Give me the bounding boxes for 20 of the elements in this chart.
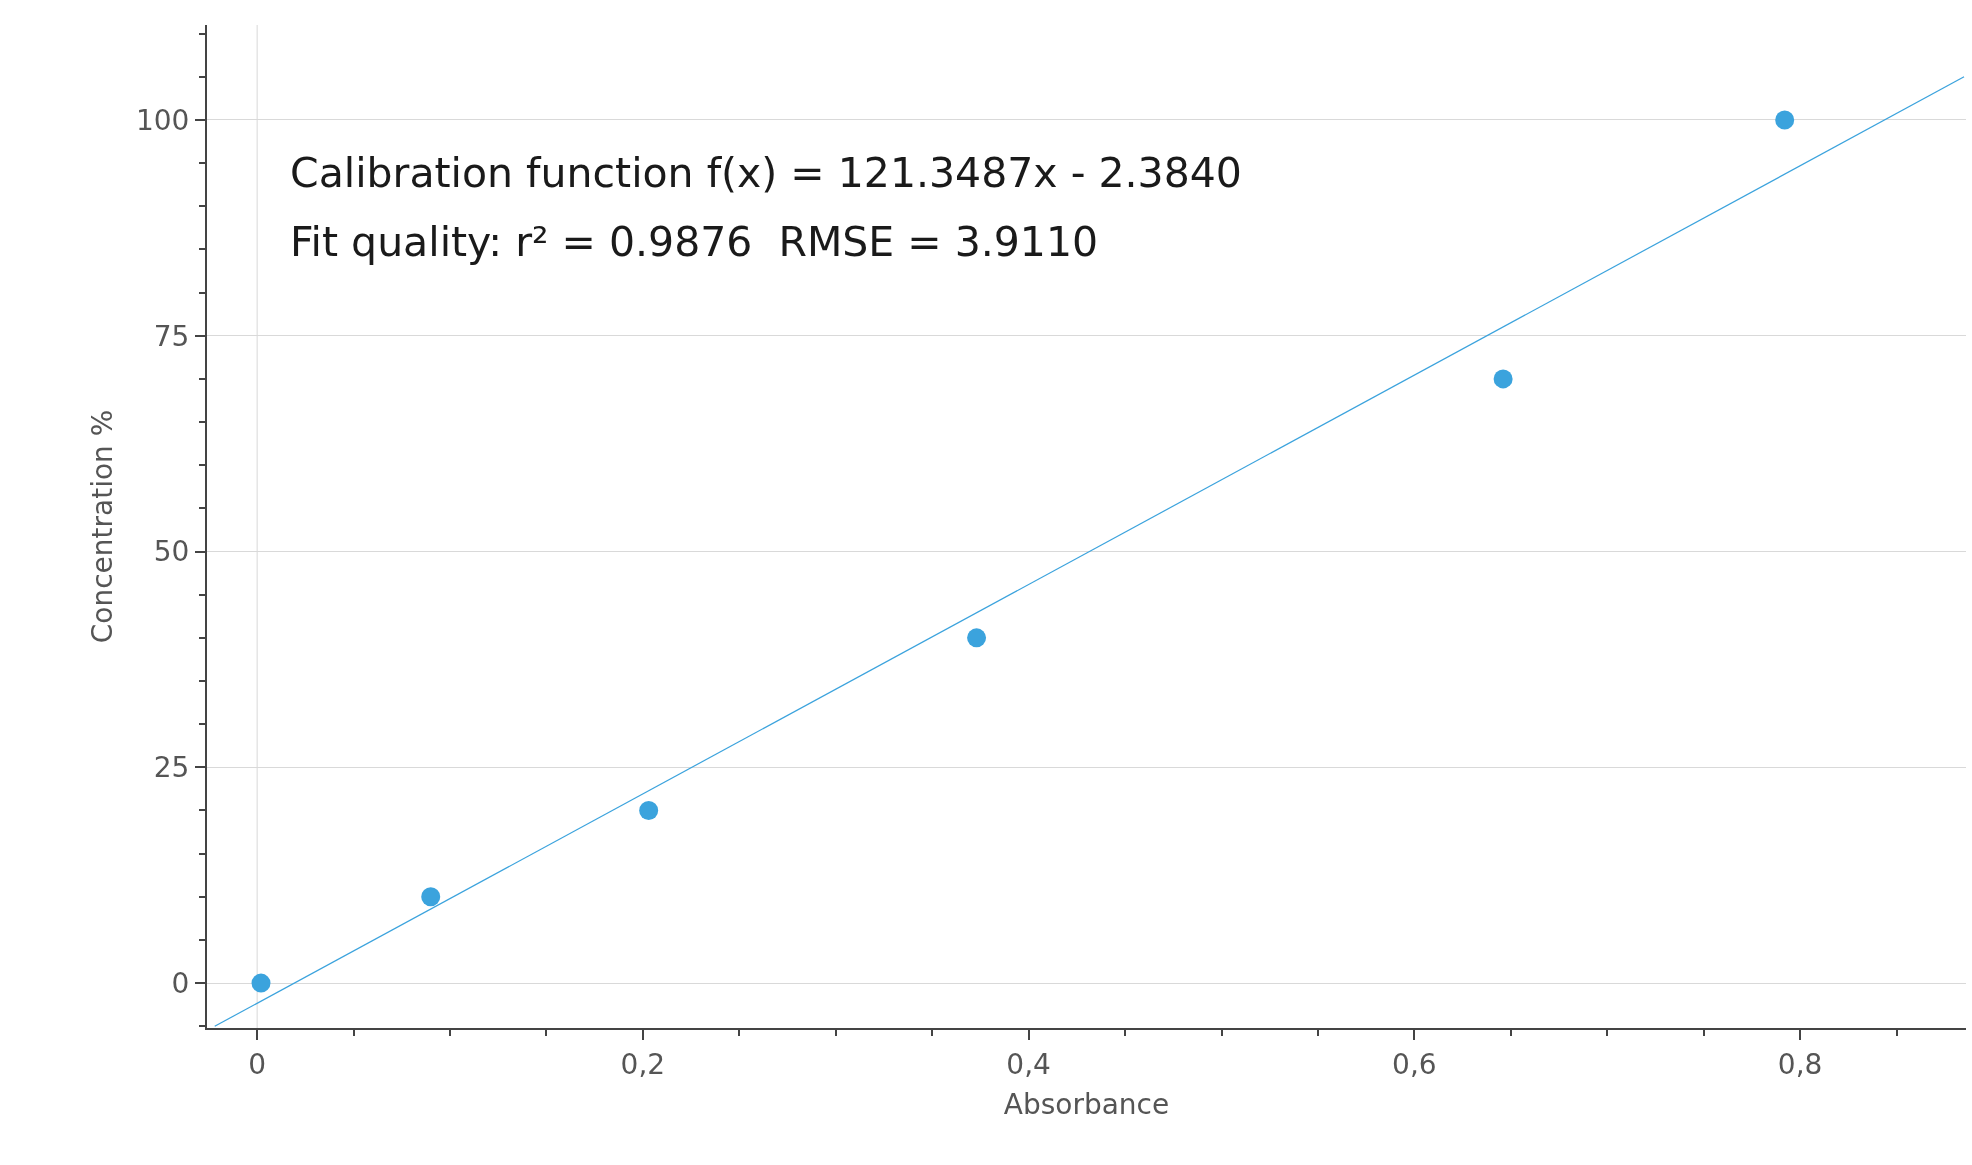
x-tick-label: 0 <box>248 1047 267 1081</box>
x-tick-label: 0,2 <box>620 1047 666 1081</box>
x-tick-label: 0,8 <box>1777 1047 1823 1081</box>
y-axis-title: Concentration % <box>86 409 120 644</box>
point <box>1775 110 1795 130</box>
point <box>251 973 271 993</box>
annotation: Fit quality: r² = 0.9876 RMSE = 3.9110 <box>290 218 1099 266</box>
y-tick-label: 50 <box>153 535 190 569</box>
y-tick-label: 100 <box>135 103 190 137</box>
y-tick-label: 75 <box>153 319 190 353</box>
y-tick-label: 25 <box>153 751 190 785</box>
point <box>967 628 987 648</box>
x-tick-label: 0,6 <box>1392 1047 1437 1081</box>
point <box>639 800 659 820</box>
point <box>1493 369 1513 389</box>
y-tick-label: 0 <box>171 966 190 1000</box>
x-tick-label: 0,4 <box>1006 1047 1051 1081</box>
annotation: Calibration function f(x) = 121.3487x - 2.3840 <box>290 149 1242 197</box>
point <box>421 887 441 907</box>
x-axis-title: Absorbance <box>1003 1088 1170 1122</box>
